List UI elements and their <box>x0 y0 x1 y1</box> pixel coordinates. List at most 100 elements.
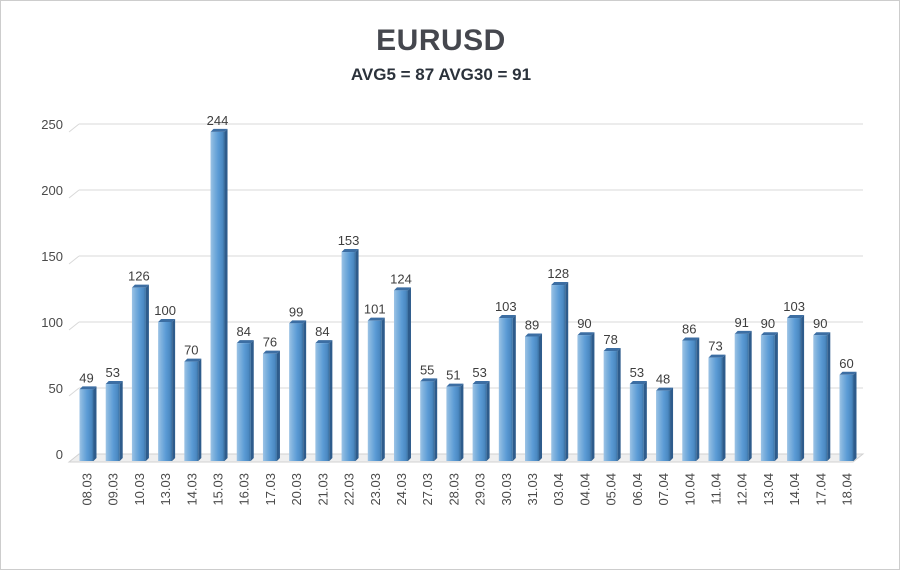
bar-side-face <box>250 340 254 461</box>
bar-front-face <box>760 335 775 461</box>
bar-front-face <box>262 353 277 461</box>
x-axis-label: 17.04 <box>813 473 828 506</box>
bar-top-face <box>262 350 280 354</box>
x-axis-label: 30.03 <box>499 473 514 506</box>
bar-side-face <box>512 315 516 461</box>
bar-value-label: 48 <box>656 372 670 387</box>
bar-side-face <box>172 319 176 461</box>
x-axis-label: 06.04 <box>630 473 645 506</box>
x-axis-label: 20.03 <box>289 473 304 506</box>
bar-top-face <box>289 320 307 324</box>
bar <box>315 340 333 461</box>
bar <box>446 383 464 461</box>
bar-side-face <box>145 284 149 461</box>
bar <box>184 358 202 461</box>
bar-front-face <box>315 343 330 461</box>
bar-side-face <box>670 387 674 461</box>
bar-value-label: 90 <box>813 316 827 331</box>
bar <box>839 371 857 461</box>
bar-value-label: 128 <box>547 266 569 281</box>
bar <box>236 340 254 461</box>
bar-side-face <box>460 383 464 461</box>
bar-front-face <box>525 336 540 461</box>
bar-front-face <box>210 131 225 462</box>
bar-side-face <box>486 381 490 461</box>
bar <box>472 381 490 461</box>
bar-front-face <box>603 351 618 461</box>
x-axis-label: 21.03 <box>315 473 330 506</box>
bar <box>105 381 123 461</box>
bar-value-label: 103 <box>495 299 517 314</box>
bar-top-face <box>629 381 647 385</box>
gridline-depth-tick <box>68 189 80 199</box>
y-axis-tick-label: 0 <box>56 447 63 462</box>
bar-front-face <box>551 285 566 461</box>
bar-value-label: 244 <box>207 113 229 128</box>
bar-value-label: 126 <box>128 269 150 284</box>
bar-top-face <box>210 128 228 132</box>
bar-top-face <box>367 317 385 321</box>
x-axis-label: 29.03 <box>473 473 488 506</box>
bar-front-face <box>787 318 802 461</box>
bar <box>262 350 280 461</box>
bar-top-face <box>184 358 202 362</box>
x-axis-label: 15.03 <box>211 473 226 506</box>
bar-side-face <box>748 330 752 461</box>
bar-value-label: 90 <box>761 316 775 331</box>
bar-top-face <box>551 282 569 286</box>
bar-side-face <box>617 348 621 461</box>
bar-side-face <box>565 282 569 461</box>
bar-top-face <box>131 284 149 288</box>
chart-title: EURUSD <box>376 24 506 57</box>
x-axis-label: 14.03 <box>184 473 199 506</box>
bar-value-label: 60 <box>839 356 853 371</box>
bar-value-label: 86 <box>682 321 696 336</box>
bar-top-face <box>525 333 543 337</box>
gridline-depth-tick <box>68 387 80 397</box>
x-axis-label: 10.04 <box>682 473 697 506</box>
bar-value-label: 103 <box>783 299 805 314</box>
bar-top-face <box>839 371 857 375</box>
bar-front-face <box>158 322 173 461</box>
x-axis-label: 23.03 <box>368 473 383 506</box>
bar-top-face <box>760 332 778 336</box>
bar-side-face <box>119 381 123 461</box>
bar <box>577 332 595 461</box>
x-axis-label: 04.04 <box>577 473 592 506</box>
bar-side-face <box>539 333 543 461</box>
x-axis-label: 17.03 <box>263 473 278 506</box>
bar-top-face <box>79 386 97 390</box>
bar-value-label: 78 <box>603 332 617 347</box>
x-axis-label: 09.03 <box>106 473 121 506</box>
bar <box>289 320 307 461</box>
bar-front-face <box>446 386 461 461</box>
bar-side-face <box>643 381 647 461</box>
bar-value-label: 73 <box>708 339 722 354</box>
bar-top-face <box>236 340 254 344</box>
bar-top-face <box>656 387 674 391</box>
bar-top-face <box>603 348 621 352</box>
y-axis-tick-label: 200 <box>41 183 63 198</box>
bar <box>708 354 726 461</box>
bar-front-face <box>656 390 671 461</box>
bar-side-face <box>93 386 97 461</box>
bar-side-face <box>303 320 307 461</box>
x-axis-label: 13.04 <box>761 473 776 506</box>
bar-side-face <box>591 332 595 461</box>
bar-top-face <box>708 354 726 358</box>
bar-value-label: 101 <box>364 302 386 317</box>
bar <box>393 287 411 461</box>
bar-value-label: 51 <box>446 368 460 383</box>
bar-front-face <box>79 389 94 461</box>
bar-value-label: 84 <box>315 324 329 339</box>
x-axis-label: 31.03 <box>525 473 540 506</box>
bar-top-face <box>787 315 805 319</box>
bar-value-label: 90 <box>577 316 591 331</box>
x-axis-label: 28.03 <box>446 473 461 506</box>
bar-value-label: 76 <box>263 335 277 350</box>
bar-side-face <box>276 350 280 461</box>
bar-front-face <box>184 361 199 461</box>
bar-side-face <box>827 332 831 461</box>
bar <box>787 315 805 461</box>
